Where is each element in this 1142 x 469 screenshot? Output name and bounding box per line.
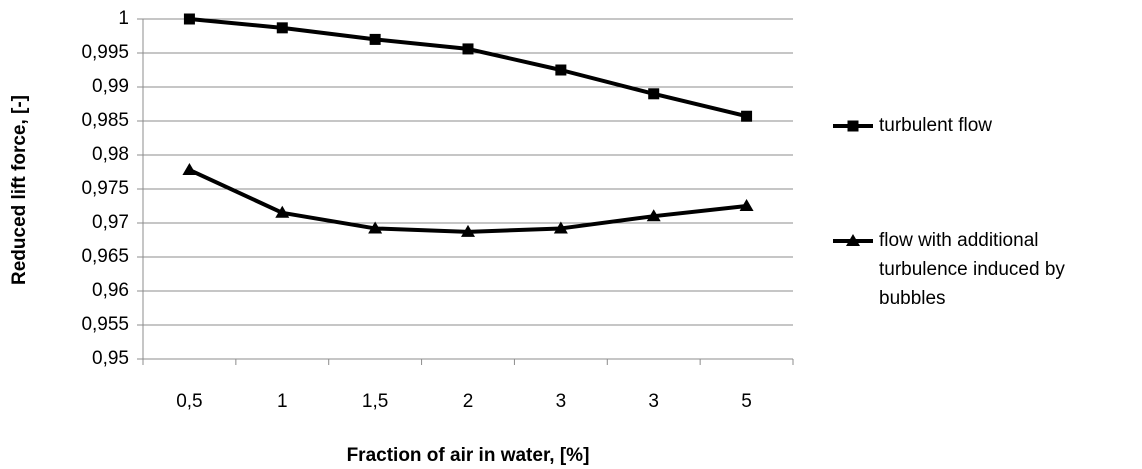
y-tick-label: 0,98 bbox=[92, 144, 129, 165]
marker bbox=[369, 33, 381, 45]
y-tick-label: 0,99 bbox=[92, 76, 129, 97]
marker bbox=[275, 205, 290, 218]
x-tick-label: 5 bbox=[741, 391, 752, 412]
y-tick-label: 0,97 bbox=[92, 212, 129, 233]
y-tick-label: 0,955 bbox=[81, 314, 129, 335]
legend-label: flow with additional turbulence induced … bbox=[879, 230, 1065, 309]
x-axis-title: Fraction of air in water, [%] bbox=[347, 445, 590, 466]
marker bbox=[847, 120, 859, 132]
marker bbox=[182, 162, 197, 175]
marker bbox=[462, 43, 474, 55]
marker bbox=[555, 64, 567, 76]
marker bbox=[276, 22, 288, 34]
x-tick-label: 1,5 bbox=[362, 391, 388, 412]
x-tick-label: 1 bbox=[277, 391, 288, 412]
x-tick-label: 0,5 bbox=[176, 391, 202, 412]
marker bbox=[553, 221, 568, 234]
y-tick-label: 0,975 bbox=[81, 178, 129, 199]
marker bbox=[739, 199, 754, 211]
y-tick-label: 0,96 bbox=[92, 280, 129, 301]
marker bbox=[368, 221, 383, 234]
legend-item: flow with additional turbulence induced … bbox=[833, 226, 1119, 313]
y-tick-label: 0,995 bbox=[81, 42, 129, 63]
y-tick-label: 0,95 bbox=[92, 348, 129, 369]
legend-swatch bbox=[833, 234, 873, 246]
marker bbox=[741, 110, 753, 122]
marker bbox=[846, 234, 860, 246]
x-tick-label: 2 bbox=[463, 391, 474, 412]
marker bbox=[646, 209, 661, 222]
marker bbox=[461, 224, 475, 237]
x-tick-label: 3 bbox=[648, 391, 659, 412]
x-tick-label: 3 bbox=[556, 391, 567, 412]
legend-item: turbulent flow bbox=[833, 111, 1119, 140]
marker bbox=[648, 88, 660, 100]
legend-label: turbulent flow bbox=[879, 115, 993, 136]
y-axis-title: Reduced lift force, [-] bbox=[9, 95, 30, 285]
y-tick-label: 0,985 bbox=[81, 110, 129, 131]
y-tick-label: 1 bbox=[118, 8, 129, 29]
marker bbox=[183, 13, 195, 25]
legend-swatch bbox=[833, 120, 873, 132]
y-tick-label: 0,965 bbox=[81, 246, 129, 267]
series-line bbox=[189, 17, 748, 119]
